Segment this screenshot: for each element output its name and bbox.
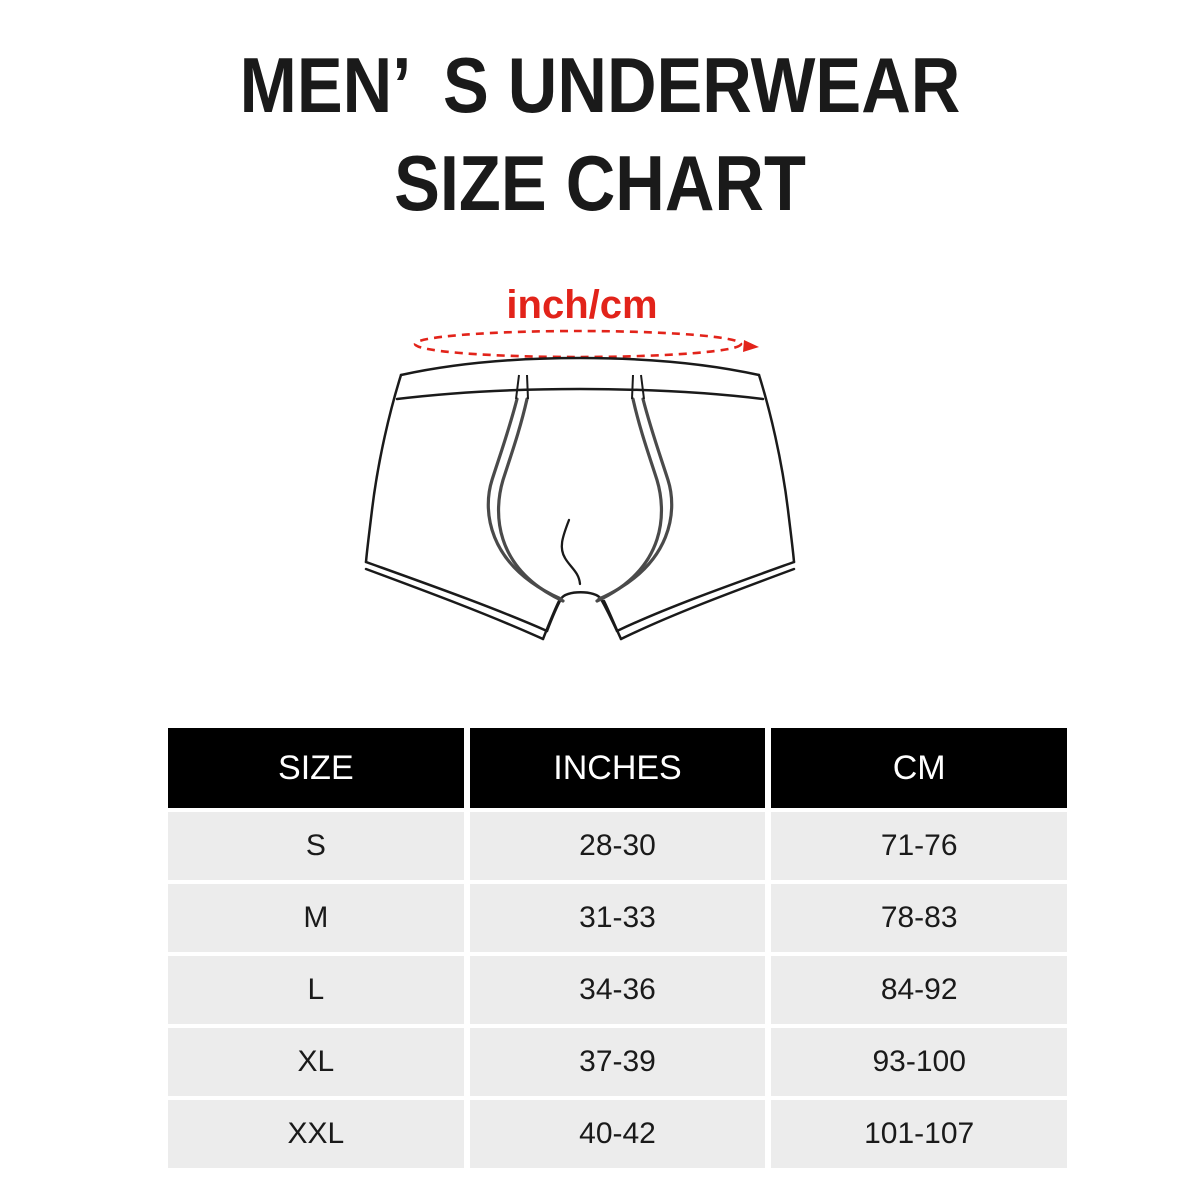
svg-text:inch/cm: inch/cm	[506, 283, 657, 327]
